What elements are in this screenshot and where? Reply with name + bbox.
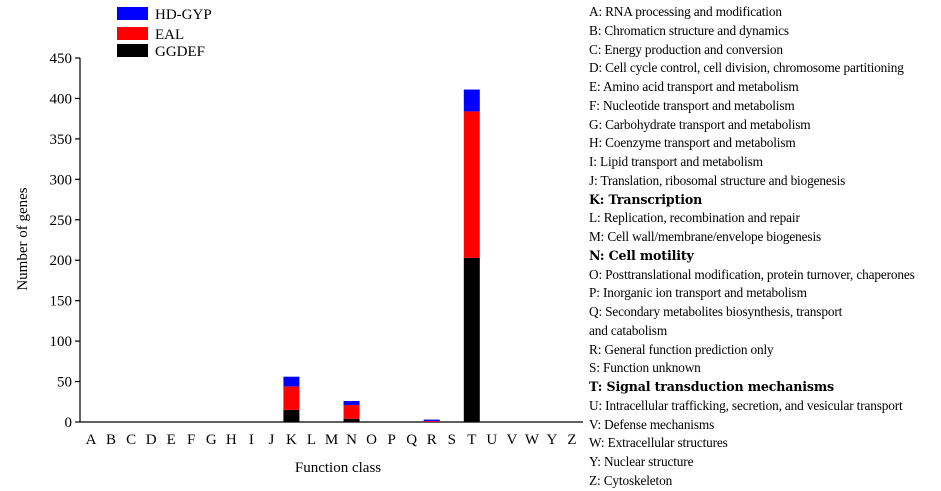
x-tick-label: I [249,432,254,448]
x-tick-label: W [525,432,540,448]
function-class-legend-item: Y: Nuclear structure [589,454,694,469]
bar-segment-eal-K [283,386,300,410]
function-class-legend-item: W: Extracellular structures [589,435,728,451]
x-tick-label: G [206,432,217,448]
x-tick-label: U [486,432,497,448]
bar-segment-ggdef-N [343,418,360,422]
y-tick-label: 200 [50,253,73,269]
x-tick-label: T [467,432,476,448]
bar-segment-hd-gyp-R [423,419,440,422]
x-tick-label: D [146,432,157,448]
y-tick-label: 100 [50,334,73,350]
x-tick-label: E [167,432,176,448]
chart-axes [75,57,583,423]
function-class-legend-item: F: Nucleotide transport and metabolism [589,97,795,113]
bar-segment-eal-N [343,405,360,419]
function-class-legend-item: S: Function unknown [589,360,701,376]
x-tick-label: N [346,432,357,448]
bar-segment-hd-gyp-T [463,89,480,112]
function-class-legend-item: O: Posttranslational modification, prote… [589,266,915,282]
y-tick-label: 450 [50,51,73,67]
x-tick-label: Y [547,432,558,448]
function-class-legend-item: M: Cell wall/membrane/envelope biogenesi… [589,229,822,244]
x-tick-label: C [126,432,136,448]
legend-label-hd-gyp: HD-GYP [155,7,212,23]
function-class-legend-item: N: Cell motility [589,247,694,263]
bar-segment-hd-gyp-K [283,376,300,387]
x-tick-label: P [387,432,395,448]
bar-segment-ggdef-T [463,257,480,422]
x-tick-label: B [106,432,116,448]
x-tick-label: V [506,432,517,448]
function-class-legend-item: T: Signal transduction mechanisms [589,379,834,394]
function-class-legend-item: P: Inorganic ion transport and metabolis… [589,285,807,301]
y-tick-label: 0 [65,415,73,431]
x-axis-label: Function class [295,460,381,476]
legend-swatch-ggdef [117,44,148,57]
function-class-legend-item: J: Translation, ribosomal structure and … [589,172,846,188]
legend-swatch-eal [117,27,148,40]
x-tick-label: R [427,432,437,448]
legend-swatch-hd-gyp [117,7,148,20]
x-tick-label: O [366,432,377,448]
bar-segment-ggdef-K [283,409,300,422]
function-class-legend-item: G: Carbohydrate transport and metabolism [589,116,811,132]
y-tick-label: 400 [50,91,73,107]
chart-bars [283,89,480,422]
function-class-legend-item: A: RNA processing and modification [589,4,782,19]
function-class-legend-item: Q: Secondary metabolites biosynthesis, t… [589,304,843,319]
function-class-legend: A: RNA processing and modification B: Chr… [589,3,939,491]
function-class-legend-item: V: Defense mechanisms [589,416,715,432]
y-tick-labels: 0 50 100 150 200 250 300 350 400 450 [50,51,73,431]
legend-label-eal: EAL [155,27,184,43]
function-class-legend-item: C: Energy production and conversion [589,41,783,57]
y-tick-label: 300 [50,172,73,188]
x-tick-label: J [268,432,274,448]
x-tick-label: Q [406,432,417,448]
y-axis-label: Number of genes [15,187,31,290]
bar-segment-hd-gyp-N [343,400,360,406]
x-tick-label: K [286,432,297,448]
legend-label-ggdef: GGDEF [155,44,205,60]
function-class-legend-item: D: Cell cycle control, cell division, ch… [589,60,904,76]
function-class-legend-item: H: Coenzyme transport and metabolism [589,135,796,151]
function-class-legend-item: E: Amino acid transport and metabolism [589,79,799,94]
y-tick-label: 250 [50,213,73,229]
x-tick-label: H [226,432,237,448]
y-tick-label: 350 [50,132,73,148]
function-class-legend-item: R: General function prediction only [589,341,774,357]
bar-segment-eal-T [463,111,480,258]
bar-segment-eal-R [423,421,440,422]
function-class-legend-item: I: Lipid transport and metabolism [589,154,763,169]
function-class-legend-item: B: Chromaticn structure and dynamics [589,22,789,38]
y-tick-label: 50 [57,375,72,391]
x-tick-label: F [187,432,195,448]
function-class-legend-item: U: Intracellular trafficking, secretion,… [589,397,903,413]
y-tick-label: 150 [50,294,73,310]
function-class-legend-item: K: Transcription [589,191,703,207]
x-tick-label: M [325,432,338,448]
x-tick-label: S [448,432,456,448]
x-tick-label: L [307,432,316,448]
function-class-legend-item: L: Replication, recombination and repair [589,210,800,226]
function-class-legend-item: Z: Cytoskeleton [589,472,673,488]
function-class-legend-item: and catabolism [589,322,668,338]
x-tick-label: Z [567,432,576,448]
x-tick-label: A [86,432,97,448]
